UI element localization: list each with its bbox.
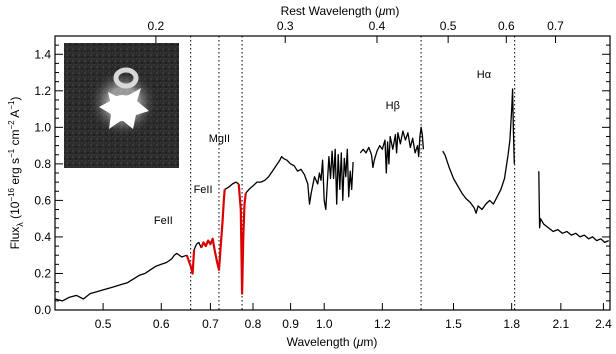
- x-tick-label-2: 0.7: [202, 317, 219, 331]
- x-tick-label-4: 0.9: [282, 317, 299, 331]
- rest-axis-label: Rest Wavelength (μm): [281, 4, 400, 18]
- x-tick-label-6: 1.2: [374, 317, 391, 331]
- rest-axis-ticks: 0.2 0.3 0.4 0.5 0.6 0.7: [148, 19, 564, 43]
- rest-tick-label-2: 0.4: [369, 19, 386, 33]
- spectrum-series: [54, 88, 609, 302]
- rest-tick-label-1: 0.3: [277, 19, 294, 33]
- spectrum-segment-1-2: [237, 183, 247, 295]
- line-label-4: Hα: [477, 69, 492, 81]
- y-axis-label: Fluxλ (10−16 erg s−1 cm−2 A−1): [7, 97, 25, 250]
- spectral-line-labels: FeII FeII MgII Hβ Hα: [154, 69, 492, 227]
- spectrum-segment-0-2: [224, 181, 240, 190]
- rest-tick-label-5: 0.7: [547, 19, 564, 33]
- spectrum-segment-0-0: [54, 252, 188, 302]
- y-tick-label-4: 0.8: [34, 157, 51, 171]
- x-tick-label-7: 1.5: [445, 317, 462, 331]
- y-tick-label-3: 0.6: [34, 193, 51, 207]
- inset-galaxy-image: [64, 43, 179, 168]
- x-axis-ticks: 0.5 0.6 0.7 0.8 0.9 1.0 1.2 1.5 1.8 2.1 2.4: [95, 303, 612, 331]
- spectrum-segment-0-3: [245, 148, 354, 211]
- spectrum-segment-0-4: [359, 126, 425, 174]
- rest-tick-label-4: 0.6: [498, 19, 515, 33]
- x-tick-label-1: 0.6: [153, 317, 170, 331]
- x-axis-label: Wavelength (μm): [287, 335, 378, 349]
- y-tick-label-2: 0.4: [34, 230, 51, 244]
- line-label-2: MgII: [209, 133, 230, 145]
- spectrum-segment-0-5: [442, 88, 515, 214]
- spectrum-segment-1-1: [200, 189, 226, 271]
- x-tick-label-5: 1.0: [316, 317, 333, 331]
- line-label-1: FeII: [194, 184, 213, 196]
- x-tick-label-0: 0.5: [95, 317, 112, 331]
- y-tick-label-1: 0.2: [34, 266, 51, 280]
- line-label-3: Hβ: [386, 100, 400, 112]
- spectrum-segment-0-6: [538, 171, 609, 244]
- x-tick-label-10: 2.4: [595, 317, 612, 331]
- y-tick-label-7: 1.4: [34, 47, 51, 61]
- spectrum-segment-1-0: [185, 249, 196, 275]
- spectrum-segment-0-1: [193, 241, 202, 250]
- x-tick-label-9: 2.1: [552, 317, 569, 331]
- rest-tick-label-0: 0.2: [148, 19, 165, 33]
- y-axis-ticks: 0.0 0.2 0.4 0.6 0.8 1.0 1.2 1.4: [34, 44, 610, 317]
- line-label-0: FeII: [154, 215, 173, 227]
- x-tick-label-8: 1.8: [503, 317, 520, 331]
- y-tick-label-6: 1.2: [34, 84, 51, 98]
- rest-tick-label-3: 0.5: [440, 19, 457, 33]
- x-tick-label-3: 0.8: [245, 317, 262, 331]
- y-tick-label-5: 1.0: [34, 120, 51, 134]
- y-tick-label-0: 0.0: [34, 303, 51, 317]
